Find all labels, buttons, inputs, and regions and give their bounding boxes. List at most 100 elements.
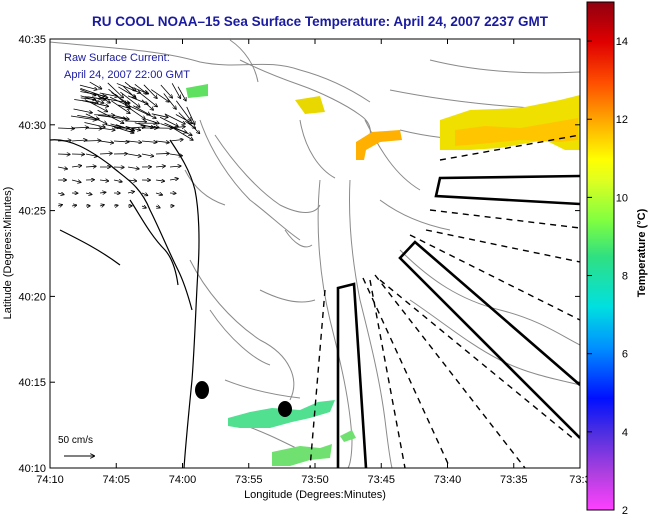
current-vector bbox=[185, 121, 195, 128]
current-vector bbox=[127, 153, 141, 156]
current-vector bbox=[57, 193, 64, 195]
current-vector bbox=[71, 166, 81, 167]
current-vector bbox=[85, 113, 107, 124]
current-vector bbox=[57, 140, 71, 141]
current-vector bbox=[107, 82, 123, 98]
current-vector bbox=[87, 96, 106, 100]
sst-patch-orange-mid bbox=[356, 130, 402, 160]
current-vector bbox=[163, 93, 176, 109]
current-vector bbox=[57, 128, 74, 129]
current-vector bbox=[99, 180, 108, 181]
current-vector bbox=[141, 193, 148, 195]
current-vector bbox=[169, 166, 181, 167]
current-vector bbox=[84, 122, 104, 127]
survey-box-diagonal bbox=[398, 240, 580, 439]
y-tick-label: 40:10 bbox=[18, 463, 46, 475]
current-vector bbox=[85, 166, 96, 167]
colorbar-label: Temperature (°C) bbox=[636, 208, 648, 297]
legend-line-1: Raw Surface Current: bbox=[64, 52, 170, 64]
y-tick-label: 40:30 bbox=[18, 120, 46, 132]
x-tick-label: 73:3 bbox=[569, 474, 590, 486]
current-vector bbox=[111, 125, 134, 133]
colorbar-tick-label: 10 bbox=[616, 192, 628, 204]
survey-dashed-lines bbox=[309, 134, 580, 468]
current-vector bbox=[71, 140, 86, 141]
current-vector bbox=[71, 205, 76, 206]
buoy-marker-west bbox=[195, 381, 209, 399]
current-vector bbox=[171, 83, 180, 98]
current-vector bbox=[159, 116, 178, 126]
current-vector bbox=[99, 141, 113, 143]
current-vector bbox=[99, 153, 112, 154]
x-tick-label: 74:00 bbox=[169, 474, 197, 486]
current-vector bbox=[57, 205, 62, 206]
y-tick-label: 40:15 bbox=[18, 377, 46, 389]
current-vector bbox=[138, 91, 157, 107]
colorbar-tick-label: 8 bbox=[622, 271, 628, 283]
current-vector bbox=[141, 153, 153, 156]
current-vector bbox=[124, 104, 145, 119]
x-tick-label: 73:35 bbox=[500, 474, 528, 486]
current-vector bbox=[169, 179, 178, 180]
page-title: RU COOL NOAA–15 Sea Surface Temperature:… bbox=[92, 14, 548, 29]
y-tick-label: 40:25 bbox=[18, 206, 46, 218]
current-vector bbox=[155, 206, 160, 208]
current-vector bbox=[143, 84, 157, 98]
current-vector bbox=[175, 100, 191, 121]
y-tick-label: 40:35 bbox=[18, 34, 46, 46]
current-vector bbox=[175, 114, 192, 123]
current-vector bbox=[97, 109, 124, 123]
current-vector bbox=[155, 153, 169, 154]
current-vector bbox=[70, 115, 96, 120]
current-vector bbox=[124, 81, 136, 91]
colorbar-tick-label: 2 bbox=[622, 505, 628, 515]
current-vector bbox=[127, 191, 134, 193]
current-vector bbox=[85, 193, 92, 194]
current-vector bbox=[122, 85, 136, 99]
current-vector bbox=[169, 139, 183, 141]
colorbar-tick-label: 4 bbox=[622, 427, 628, 439]
x-axis: 74:10 74:05 74:00 73:55 73:50 73:45 73:40 73:35… bbox=[36, 39, 591, 486]
current-vector bbox=[127, 141, 141, 142]
current-vector bbox=[160, 84, 172, 98]
current-vector bbox=[57, 167, 67, 169]
coastline bbox=[50, 139, 200, 468]
current-vector bbox=[127, 180, 136, 181]
current-vector bbox=[71, 127, 88, 128]
colorbar-tick-label: 6 bbox=[622, 349, 628, 361]
current-vector bbox=[146, 118, 159, 123]
survey-box-narrow bbox=[336, 282, 368, 468]
current-vector bbox=[170, 126, 193, 140]
survey-polygons bbox=[336, 174, 580, 468]
current-vector bbox=[118, 104, 130, 109]
current-vector bbox=[151, 89, 169, 102]
current-vector bbox=[80, 87, 107, 97]
current-vector bbox=[111, 100, 129, 113]
current-vector bbox=[79, 84, 97, 89]
current-vector bbox=[155, 180, 164, 181]
current-vector bbox=[94, 115, 114, 116]
current-vector bbox=[71, 180, 81, 182]
current-vector bbox=[155, 141, 169, 143]
current-vector bbox=[169, 154, 182, 156]
current-vector bbox=[177, 86, 186, 101]
current-vector bbox=[113, 180, 122, 182]
buoy-marker-east bbox=[278, 401, 292, 417]
current-vector bbox=[127, 167, 139, 169]
sst-patch-yellow-small bbox=[295, 96, 325, 114]
current-vector bbox=[141, 141, 157, 142]
legend-line-2: April 24, 2007 22:00 GMT bbox=[64, 69, 190, 81]
x-tick-label: 73:40 bbox=[434, 474, 462, 486]
current-vector bbox=[99, 192, 106, 193]
x-tick-label: 74:10 bbox=[36, 474, 64, 486]
current-vector bbox=[80, 98, 95, 100]
sst-patch-green-south-2 bbox=[272, 444, 332, 466]
current-vector bbox=[155, 166, 165, 167]
current-vector bbox=[85, 128, 102, 129]
x-tick-label: 74:05 bbox=[102, 474, 130, 486]
current-vector bbox=[127, 95, 148, 104]
y-axis: 40:35 40:30 40:25 40:20 40:15 40:10 bbox=[18, 34, 580, 475]
current-vector bbox=[84, 99, 107, 112]
current-vectors bbox=[57, 81, 200, 208]
current-vector bbox=[89, 81, 102, 89]
